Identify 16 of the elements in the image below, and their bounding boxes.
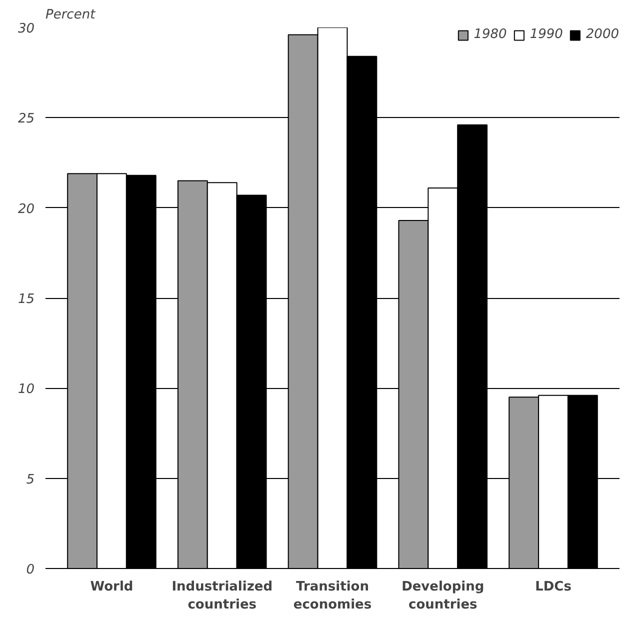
x-tick-label: LDCs	[535, 580, 572, 594]
x-tick-label: World	[90, 580, 134, 594]
x-tick-label: Transition economies	[293, 580, 372, 612]
legend-label: 1990	[530, 27, 563, 42]
y-tick-label: 10	[18, 382, 35, 398]
x-tick-label: Developing countries	[402, 580, 484, 612]
y-tick-label: 30	[18, 22, 35, 36]
y-tick-label: 20	[18, 202, 35, 217]
y-tick-label: 25	[18, 112, 35, 127]
y-tick-label: 5	[26, 472, 35, 488]
y-tick-label: 0	[26, 562, 35, 578]
text: Percent	[46, 8, 96, 22]
y-tick-label: 15	[18, 292, 35, 307]
legend-label: 1980	[474, 27, 507, 42]
x-tick-label: Industrialized countries	[172, 580, 273, 612]
legend-label: 2000	[586, 27, 619, 42]
